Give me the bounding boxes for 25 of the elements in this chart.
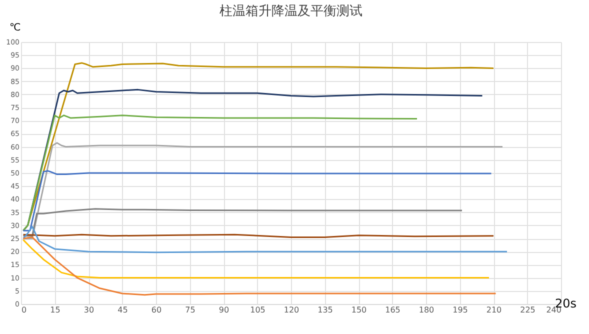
- line-series: [22, 142, 504, 240]
- chart-title: 柱温箱升降温及平衡测试: [220, 4, 362, 19]
- x-tick-label: 210: [486, 306, 502, 314]
- x-tick-label: 75: [185, 306, 196, 314]
- x-tick-label: 105: [250, 306, 266, 314]
- line-series: [22, 170, 492, 232]
- x-tick-label: 150: [351, 306, 367, 314]
- line-series: [22, 236, 496, 296]
- x-tick-label: 225: [520, 306, 536, 314]
- x-tick-label: 195: [452, 306, 468, 314]
- line-series: [22, 226, 508, 254]
- x-tick-label: 120: [284, 306, 300, 314]
- x-tick-label: 60: [151, 306, 162, 314]
- y-axis-title: ℃: [10, 22, 21, 34]
- x-tick-label: 15: [50, 306, 60, 314]
- x-tick-label: 90: [218, 306, 230, 314]
- x-tick-label: 30: [84, 306, 94, 314]
- x-tick-label: 45: [118, 306, 128, 314]
- line-series: [22, 208, 463, 237]
- line-series: [22, 239, 490, 279]
- line-series: [22, 114, 418, 232]
- x-tick-label: 0: [22, 306, 27, 314]
- x-tick-label: 135: [318, 306, 333, 314]
- x-tick-label: 180: [418, 306, 434, 314]
- x-tick-label: 165: [385, 306, 400, 314]
